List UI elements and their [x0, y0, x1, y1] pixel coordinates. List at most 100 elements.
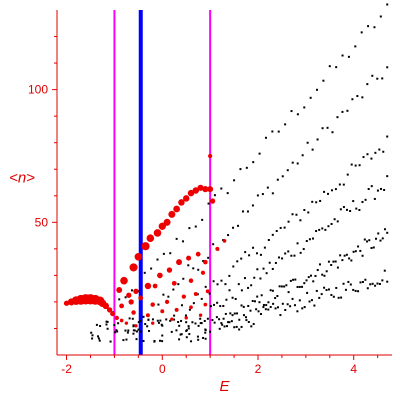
- y-axis-title: <n>: [9, 170, 35, 187]
- data-point: [361, 201, 364, 204]
- data-point: [293, 254, 296, 257]
- data-point: [218, 327, 221, 330]
- highlight-data-point: [144, 282, 152, 290]
- data-point: [204, 337, 207, 340]
- data-point: [315, 201, 318, 204]
- highlight-data-point: [157, 272, 163, 279]
- data-point: [296, 113, 299, 116]
- data-point: [373, 197, 376, 200]
- data-point: [225, 325, 228, 328]
- data-point: [173, 314, 176, 317]
- data-point: [350, 163, 353, 166]
- data-point: [367, 188, 370, 191]
- data-point: [296, 310, 299, 313]
- data-point: [158, 339, 161, 342]
- data-point: [236, 260, 239, 263]
- data-point: [213, 194, 216, 197]
- data-point: [204, 285, 207, 288]
- data-point: [321, 127, 324, 130]
- highlight-data-point: [141, 242, 150, 251]
- data-point: [91, 334, 94, 337]
- data-point: [338, 183, 341, 186]
- data-point: [316, 138, 319, 141]
- data-point: [228, 289, 231, 292]
- data-point: [330, 222, 333, 225]
- data-point: [276, 178, 279, 181]
- data-point: [194, 225, 197, 228]
- data-point: [328, 65, 331, 68]
- data-point: [381, 237, 384, 240]
- data-point: [201, 218, 204, 221]
- data-point: [290, 110, 293, 113]
- data-point: [318, 228, 321, 231]
- highlight-data-point: [195, 251, 201, 257]
- y-tick-label: 100: [28, 83, 48, 97]
- data-point: [240, 325, 243, 328]
- data-point: [232, 226, 235, 229]
- data-point: [371, 74, 374, 77]
- data-point: [237, 283, 240, 286]
- data-point: [182, 277, 185, 280]
- highlight-data-point: [119, 318, 124, 323]
- highlight-data-point: [200, 270, 206, 275]
- data-point: [271, 233, 274, 236]
- x-tick-label: 4: [350, 362, 357, 376]
- data-point: [170, 330, 173, 333]
- data-point: [208, 292, 211, 295]
- data-point: [336, 266, 339, 269]
- data-point: [327, 192, 330, 195]
- highlight-data-point: [110, 311, 115, 317]
- data-point: [280, 285, 283, 288]
- data-point: [289, 305, 292, 308]
- data-point: [283, 285, 286, 288]
- data-point: [259, 277, 262, 280]
- highlight-data-point: [163, 218, 171, 226]
- data-point: [128, 317, 131, 320]
- data-point: [342, 183, 345, 186]
- data-point: [308, 300, 311, 303]
- data-point: [311, 237, 314, 240]
- highlight-data-point: [189, 305, 193, 310]
- data-point: [204, 331, 207, 334]
- data-point: [234, 297, 237, 300]
- data-point: [233, 312, 236, 315]
- data-point: [175, 237, 178, 240]
- data-point: [376, 77, 379, 80]
- highlight-data-point: [202, 186, 209, 193]
- data-point: [99, 324, 102, 327]
- data-point: [344, 288, 347, 291]
- data-point: [267, 308, 270, 311]
- data-point: [156, 258, 159, 261]
- data-point: [197, 338, 200, 341]
- data-point: [230, 320, 233, 323]
- highlight-data-point: [192, 187, 200, 194]
- data-point: [386, 3, 389, 6]
- highlight-data-point: [207, 186, 214, 193]
- data-point: [339, 254, 342, 257]
- data-point: [226, 192, 229, 195]
- highlight-data-point: [203, 302, 208, 307]
- data-point: [137, 328, 140, 331]
- data-point: [228, 274, 231, 277]
- highlight-data-point: [133, 288, 139, 294]
- data-point: [172, 288, 175, 291]
- data-point: [109, 340, 112, 343]
- highlight-data-point: [131, 310, 136, 315]
- highlight-data-point: [126, 292, 132, 298]
- data-point: [179, 333, 182, 336]
- data-point: [197, 324, 200, 327]
- data-point: [308, 238, 311, 241]
- data-point: [192, 267, 195, 270]
- data-point: [219, 305, 222, 308]
- data-point: [354, 289, 357, 292]
- data-point: [311, 148, 314, 151]
- data-point: [272, 302, 275, 305]
- data-point: [311, 200, 314, 203]
- data-point: [97, 335, 100, 338]
- data-point: [224, 312, 227, 315]
- data-point: [271, 130, 274, 133]
- data-point: [231, 296, 234, 299]
- data-point: [240, 289, 243, 292]
- data-point: [252, 246, 255, 249]
